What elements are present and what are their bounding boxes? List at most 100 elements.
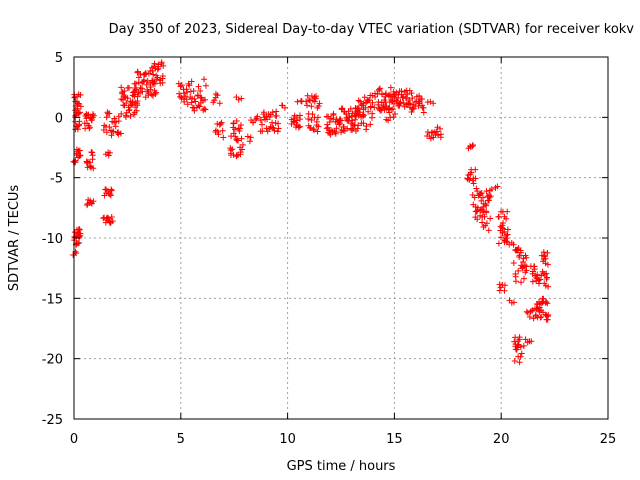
data-point	[504, 208, 511, 215]
data-point	[123, 100, 130, 107]
data-point	[90, 112, 97, 119]
data-point	[266, 114, 273, 121]
data-point	[76, 109, 83, 116]
data-point	[114, 129, 121, 136]
data-point	[405, 100, 412, 107]
data-point	[237, 149, 244, 156]
data-point	[269, 109, 276, 116]
axis-ticks: 0 5 10 15 20 25 -25 -20 -15 -10 -5 0 5	[42, 51, 617, 447]
data-point	[186, 82, 193, 89]
x-tick-label: 5	[177, 432, 185, 447]
data-point	[184, 101, 191, 108]
data-point	[148, 91, 155, 98]
data-point	[259, 121, 266, 128]
data-point	[503, 235, 510, 242]
y-tick-label: -10	[42, 232, 63, 247]
data-point	[238, 135, 245, 142]
data-point	[190, 88, 197, 95]
data-point	[211, 97, 218, 104]
data-point	[504, 231, 511, 238]
data-point	[89, 149, 96, 156]
data-point	[271, 127, 278, 134]
data-point	[526, 314, 533, 321]
data-point	[133, 107, 140, 114]
data-point	[519, 258, 526, 265]
data-point	[124, 95, 131, 102]
data-point	[229, 146, 236, 153]
data-point	[545, 283, 552, 290]
x-tick-label: 25	[600, 432, 617, 447]
data-point	[244, 133, 251, 140]
data-point	[107, 192, 114, 199]
data-point	[194, 92, 201, 99]
data-point	[202, 106, 209, 113]
data-point	[483, 220, 490, 227]
data-point	[254, 113, 261, 120]
y-tick-label: -25	[42, 413, 63, 428]
data-point	[238, 95, 245, 102]
data-point	[192, 98, 199, 105]
data-point	[483, 208, 490, 215]
data-point	[523, 254, 530, 261]
data-point	[86, 124, 93, 131]
data-point	[538, 314, 545, 321]
data-point	[106, 149, 113, 156]
data-point	[517, 353, 524, 360]
data-point	[230, 120, 237, 127]
data-point	[195, 83, 202, 90]
data-point	[118, 110, 125, 117]
data-point	[516, 359, 523, 366]
data-point	[515, 267, 522, 274]
data-point	[109, 218, 116, 225]
data-point	[494, 183, 501, 190]
data-point	[147, 83, 154, 90]
data-point	[115, 118, 122, 125]
data-point	[103, 129, 110, 136]
data-point	[338, 105, 345, 112]
data-point	[188, 78, 195, 85]
data-point	[235, 96, 242, 103]
data-point	[133, 86, 140, 93]
data-point	[216, 100, 223, 107]
data-point	[496, 281, 503, 288]
data-point	[416, 92, 423, 99]
data-point	[108, 187, 115, 194]
data-point	[118, 84, 125, 91]
data-point	[427, 98, 434, 105]
data-point	[357, 98, 364, 105]
data-point	[154, 66, 161, 73]
data-point	[74, 148, 81, 155]
data-point	[397, 99, 404, 106]
data-point	[365, 108, 372, 115]
data-point	[544, 316, 551, 323]
data-point	[296, 123, 303, 130]
data-point	[314, 114, 321, 121]
data-point	[360, 100, 367, 107]
data-point	[479, 219, 486, 226]
data-point	[76, 153, 83, 160]
data-point	[352, 116, 359, 123]
data-point	[217, 120, 224, 127]
data-point	[312, 95, 319, 102]
data-point	[297, 97, 304, 104]
data-point	[257, 117, 264, 124]
data-point	[537, 314, 544, 321]
data-point	[466, 176, 473, 183]
data-point	[501, 287, 508, 294]
data-point	[390, 100, 397, 107]
data-point	[499, 225, 506, 232]
data-point	[354, 125, 361, 132]
data-point	[132, 87, 139, 94]
data-point	[110, 128, 117, 135]
data-point	[89, 152, 96, 159]
data-point	[347, 105, 354, 112]
data-point	[74, 126, 81, 133]
data-point	[197, 88, 204, 95]
data-point	[328, 127, 335, 134]
data-point	[309, 111, 316, 118]
data-point	[544, 261, 551, 268]
data-point	[369, 99, 376, 106]
data-point	[274, 128, 281, 135]
data-point	[332, 130, 339, 137]
